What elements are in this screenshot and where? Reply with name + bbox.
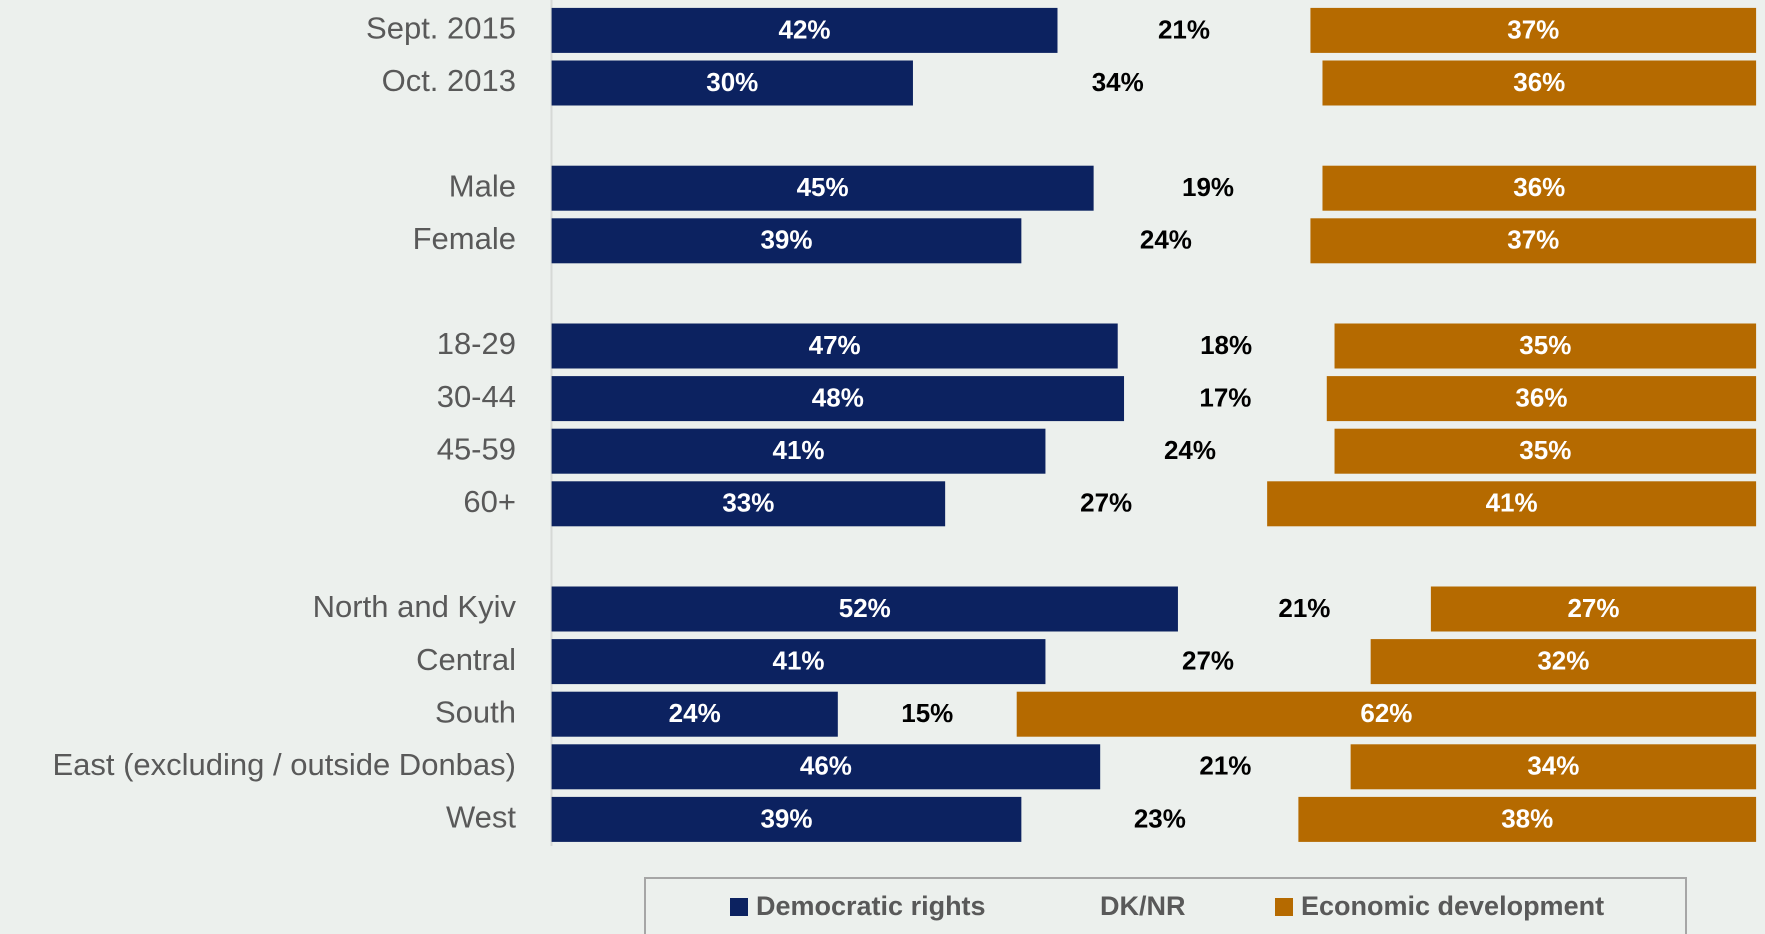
- bar-segment: [1334, 428, 1757, 474]
- value-label: 41%: [1486, 488, 1538, 518]
- value-label: 27%: [1080, 488, 1132, 518]
- y-tick-label: East (excluding / outside Donbas): [52, 747, 516, 782]
- value-label: 52%: [839, 593, 891, 623]
- bar-segment: [551, 586, 1178, 632]
- bar-segment: [551, 691, 838, 737]
- bar-segment: [551, 796, 1022, 842]
- bar-segment: [1350, 744, 1757, 790]
- y-tick-label: 18-29: [437, 326, 516, 361]
- value-label: 30%: [706, 67, 758, 97]
- y-tick-label: Oct. 2013: [382, 63, 516, 98]
- value-label: 37%: [1507, 225, 1559, 255]
- bar-segment: [551, 165, 1094, 211]
- y-tick-label: Sept. 2015: [366, 11, 516, 46]
- value-label: 21%: [1158, 14, 1210, 44]
- bar-segment: [1016, 691, 1757, 737]
- value-label: 38%: [1501, 803, 1553, 833]
- bar-segment: [1267, 481, 1757, 527]
- bar-segment: [551, 639, 1046, 685]
- bar-segment: [1322, 165, 1757, 211]
- bar-segment: [551, 744, 1101, 790]
- value-label: 15%: [901, 698, 953, 728]
- bar-segment: [1370, 639, 1757, 685]
- legend-label: Democratic rights: [756, 891, 986, 921]
- bar-segment: [551, 7, 1058, 53]
- y-tick-label: 30-44: [437, 379, 516, 414]
- bar-segment: [551, 60, 913, 106]
- legend-swatch: [730, 898, 748, 916]
- legend-box: [644, 877, 1687, 934]
- y-tick-label: Male: [449, 168, 516, 203]
- bar-segment: [551, 428, 1046, 474]
- bar-segment: [1310, 7, 1757, 53]
- bar-segment: [551, 323, 1118, 369]
- value-label: 42%: [779, 14, 831, 44]
- bar-segment: [1322, 60, 1757, 106]
- value-label: 24%: [1140, 225, 1192, 255]
- value-label: 34%: [1092, 67, 1144, 97]
- value-label: 39%: [760, 803, 812, 833]
- value-label: 41%: [772, 645, 824, 675]
- y-tick-label: West: [446, 800, 516, 835]
- value-label: 27%: [1567, 593, 1619, 623]
- value-label: 37%: [1507, 14, 1559, 44]
- value-label: 23%: [1134, 803, 1186, 833]
- value-label: 41%: [772, 435, 824, 465]
- value-label: 45%: [797, 172, 849, 202]
- bar-segment: [551, 481, 946, 527]
- value-label: 47%: [809, 330, 861, 360]
- y-tick-label: Female: [413, 221, 516, 256]
- y-tick-label: 60+: [463, 484, 516, 519]
- bar-segment: [1326, 376, 1757, 422]
- legend-label: Economic development: [1301, 891, 1604, 921]
- legend-swatch: [1275, 898, 1293, 916]
- bar-segment: [551, 218, 1022, 264]
- bar-segment: [1310, 218, 1757, 264]
- value-label: 62%: [1360, 698, 1412, 728]
- value-label: 46%: [800, 751, 852, 781]
- bar-segment: [551, 376, 1125, 422]
- value-label: 32%: [1537, 645, 1589, 675]
- value-label: 36%: [1515, 382, 1567, 412]
- bar-segment: [1334, 323, 1757, 369]
- bar-segment: [1430, 586, 1757, 632]
- value-label: 24%: [669, 698, 721, 728]
- value-label: 33%: [722, 488, 774, 518]
- value-label: 35%: [1519, 330, 1571, 360]
- value-label: 27%: [1182, 645, 1234, 675]
- value-label: 36%: [1513, 172, 1565, 202]
- value-label: 19%: [1182, 172, 1234, 202]
- value-label: 48%: [812, 382, 864, 412]
- value-label: 17%: [1199, 382, 1251, 412]
- value-label: 35%: [1519, 435, 1571, 465]
- bar-segment: [1298, 796, 1757, 842]
- y-tick-label: 45-59: [437, 431, 516, 466]
- value-label: 24%: [1164, 435, 1216, 465]
- value-label: 21%: [1199, 751, 1251, 781]
- y-tick-label: Central: [416, 642, 516, 677]
- legend-label: DK/NR: [1100, 891, 1186, 921]
- value-label: 39%: [760, 225, 812, 255]
- value-label: 21%: [1278, 593, 1330, 623]
- y-tick-label: North and Kyiv: [313, 589, 517, 624]
- y-tick-label: South: [435, 694, 516, 729]
- value-label: 34%: [1527, 751, 1579, 781]
- value-label: 36%: [1513, 67, 1565, 97]
- value-label: 18%: [1200, 330, 1252, 360]
